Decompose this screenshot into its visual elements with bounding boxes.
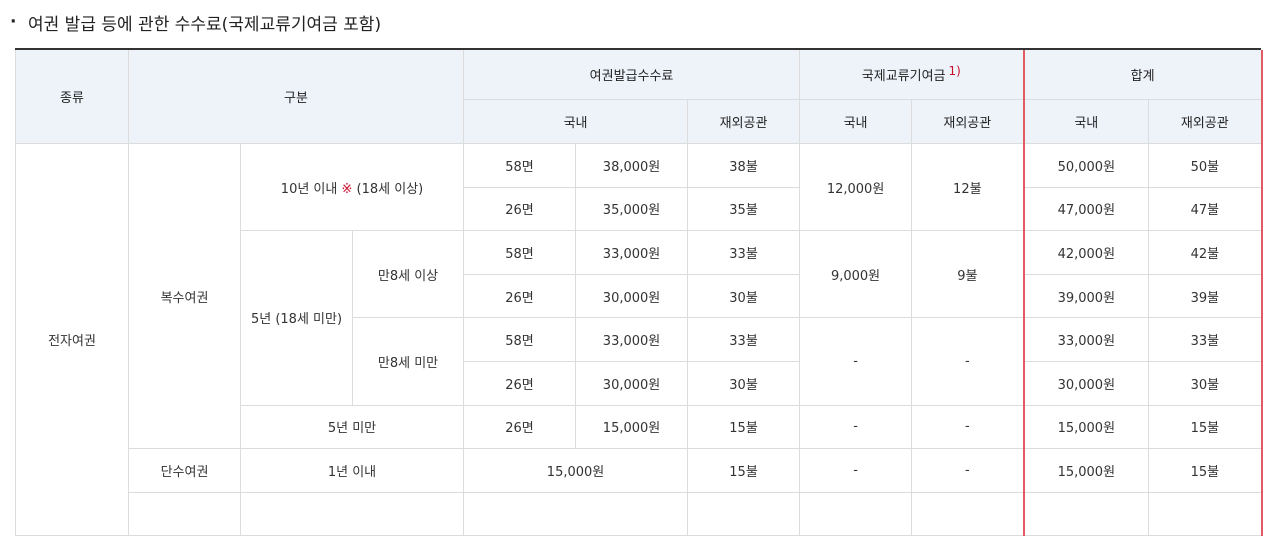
cell-empty <box>911 491 1025 536</box>
cell-fee-domestic: 30,000원 <box>575 360 689 406</box>
header-contribution: 국제교류기여금 1) <box>799 50 1025 100</box>
cell-total-domestic: 47,000원 <box>1022 186 1150 232</box>
header-total-overseas: 재외공관 <box>1148 99 1263 144</box>
fee-table-container: 종류 구분 여권발급수수료 국제교류기여금 1) 합계 국내 재외공관 국내 재외… <box>15 48 1263 536</box>
cell-electronic-passport: 전자여권 <box>15 143 129 536</box>
cell-fee-overseas: 33불 <box>687 317 801 362</box>
cell-pages: 58면 <box>463 143 577 188</box>
cell-contrib-domestic: 9,000원 <box>799 230 913 319</box>
cell-contrib-overseas: - <box>911 404 1025 450</box>
table-row: 단수여권 1년 이내 15,000원 15불 - - 15,000원 15불 <box>16 448 1263 493</box>
cell-five-years-minor: 5년 (18세 미만) <box>240 230 353 406</box>
header-fee-overseas: 재외공관 <box>687 99 801 144</box>
cell-empty <box>1148 491 1263 536</box>
header-total-domestic: 국내 <box>1022 99 1150 144</box>
cell-multiple-passport: 복수여권 <box>128 143 241 450</box>
cell-fee-domestic: 15,000원 <box>463 448 689 493</box>
cell-pages: 58면 <box>463 317 577 362</box>
header-total: 합계 <box>1022 50 1263 100</box>
cell-total-domestic: 39,000원 <box>1022 273 1150 319</box>
ten-years-suffix: (18세 이상) <box>352 181 424 197</box>
cell-fee-overseas: 15불 <box>687 448 801 493</box>
header-type: 종류 <box>15 50 129 144</box>
cell-total-domestic: 42,000원 <box>1022 230 1150 275</box>
table-row: 26면 30,000원 30불 39,000원 39불 <box>16 273 1263 319</box>
cell-total-domestic: 33,000원 <box>1022 317 1150 362</box>
cell-fee-overseas: 30불 <box>687 273 801 319</box>
cell-fee-domestic: 38,000원 <box>575 143 689 188</box>
table-row: 전자여권 복수여권 10년 이내 ※ (18세 이상) 58면 38,000원 … <box>15 143 1263 536</box>
cell-under-five-years: 5년 미만 <box>239 404 465 450</box>
table-row: 5년 (18세 미만) 만8세 이상 58면 33,000원 33불 9,000… <box>16 230 1263 406</box>
cell-fee-overseas: 38불 <box>687 143 801 188</box>
cell-fee-domestic: 33,000원 <box>575 317 689 362</box>
header-category: 구분 <box>127 50 465 144</box>
section-title: · 여권 발급 등에 관한 수수료(국제교류기여금 포함) <box>10 8 381 36</box>
cell-total-domestic: 15,000원 <box>1022 448 1150 493</box>
cell-pages: 26면 <box>463 404 577 450</box>
cell-empty <box>128 491 241 536</box>
cell-contrib-domestic: - <box>799 317 913 406</box>
cell-total-overseas: 42불 <box>1148 230 1263 275</box>
cell-pages: 58면 <box>463 230 577 275</box>
cell-total-domestic: 30,000원 <box>1022 360 1150 406</box>
cell-empty <box>463 491 689 536</box>
cell-pages: 26면 <box>463 186 577 232</box>
cell-fee-overseas: 35불 <box>687 186 801 232</box>
header-issuance-fee: 여권발급수수료 <box>463 50 801 100</box>
cell-contrib-domestic: - <box>799 448 913 493</box>
cell-pages: 26면 <box>463 273 577 319</box>
table-row: 5년 미만 26면 15,000원 15불 - - 15,000원 15불 <box>16 404 1263 450</box>
table-row-partial <box>16 491 1263 536</box>
cell-fee-domestic: 33,000원 <box>575 230 689 275</box>
contribution-footnote-marker: 1) <box>948 64 961 78</box>
cell-fee-overseas: 15불 <box>687 404 801 450</box>
ten-years-prefix: 10년 이내 <box>280 181 342 197</box>
cell-contrib-overseas: - <box>911 317 1025 406</box>
cell-total-overseas: 47불 <box>1148 186 1263 232</box>
cell-fee-overseas: 33불 <box>687 230 801 275</box>
cell-total-overseas: 50불 <box>1148 143 1263 188</box>
cell-total-overseas: 15불 <box>1148 404 1263 450</box>
cell-empty <box>799 491 913 536</box>
cell-single-passport: 단수여권 <box>128 448 241 493</box>
cell-total-overseas: 39불 <box>1148 273 1263 319</box>
cell-total-overseas: 33불 <box>1148 317 1263 362</box>
cell-contrib-overseas: 12불 <box>911 143 1025 232</box>
cell-total-domestic: 15,000원 <box>1022 404 1150 450</box>
cell-within-one-year: 1년 이내 <box>239 448 465 493</box>
cell-total-overseas: 15불 <box>1148 448 1263 493</box>
header-contrib-overseas: 재외공관 <box>911 99 1025 144</box>
cell-empty <box>239 491 465 536</box>
cell-fee-domestic: 30,000원 <box>575 273 689 319</box>
cell-contrib-overseas: 9불 <box>911 230 1025 319</box>
cell-age8-under: 만8세 미만 <box>351 317 465 406</box>
table-row: 26면 35,000원 35불 47,000원 47불 <box>16 186 1263 232</box>
cell-fee-domestic: 15,000원 <box>575 404 689 450</box>
cell-fee-overseas: 30불 <box>687 360 801 406</box>
header-fee-domestic: 국내 <box>463 99 689 144</box>
cell-total-overseas: 30불 <box>1148 360 1263 406</box>
cell-empty <box>1022 491 1150 536</box>
cell-contrib-domestic: - <box>799 404 913 450</box>
header-row-2: 국내 재외공관 국내 재외공관 국내 재외공관 <box>16 99 1263 144</box>
cell-total-domestic: 50,000원 <box>1022 143 1150 188</box>
fee-table: 종류 구분 여권발급수수료 국제교류기여금 1) 합계 국내 재외공관 국내 재외… <box>15 50 1263 536</box>
cell-contrib-overseas: - <box>911 448 1025 493</box>
cell-age8-over: 만8세 이상 <box>351 230 465 319</box>
header-contribution-label: 국제교류기여금 <box>861 69 946 84</box>
header-row-1: 종류 구분 여권발급수수료 국제교류기여금 1) 합계 <box>15 50 1263 144</box>
cell-contrib-domestic: 12,000원 <box>799 143 913 232</box>
cell-empty <box>687 491 801 536</box>
header-contrib-domestic: 국내 <box>799 99 913 144</box>
cell-fee-domestic: 35,000원 <box>575 186 689 232</box>
cell-ten-years: 10년 이내 ※ (18세 이상) <box>239 143 465 232</box>
section-title-text: 여권 발급 등에 관한 수수료(국제교류기여금 포함) <box>28 14 382 35</box>
bullet-icon: · <box>10 12 17 32</box>
table-row: 만8세 미만 58면 33,000원 33불 - - 33,000원 33불 <box>16 317 1263 406</box>
table-row: 26면 30,000원 30불 30,000원 30불 <box>16 360 1263 406</box>
reference-mark-icon: ※ <box>341 181 353 197</box>
cell-pages: 26면 <box>463 360 577 406</box>
